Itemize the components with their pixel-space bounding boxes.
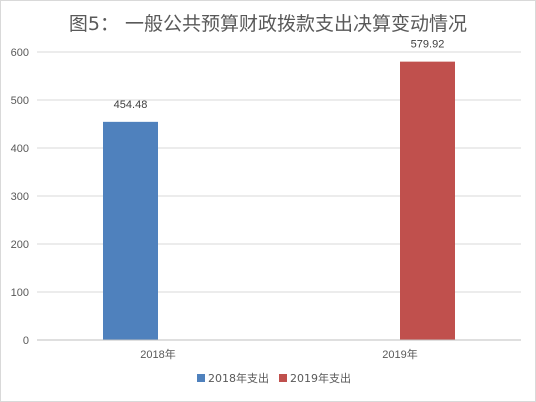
bar <box>400 61 455 341</box>
legend-swatch <box>279 374 287 382</box>
data-label: 579.92 <box>411 39 445 51</box>
legend-swatch <box>197 374 205 382</box>
y-axis: 0 100 200 300 400 500 600 <box>11 47 29 347</box>
y-tick-label: 200 <box>11 239 29 251</box>
y-tick-label: 300 <box>11 191 29 203</box>
y-tick-label: 100 <box>11 287 29 299</box>
bar <box>103 121 158 340</box>
x-tick-label: 2019年 <box>382 347 417 361</box>
y-tick-label: 400 <box>11 143 29 155</box>
chart-title: 图5： 一般公共预算财政拨款支出决算变动情况 <box>68 13 468 35</box>
bars <box>103 61 455 341</box>
x-tick-label: 2018年 <box>140 347 175 361</box>
data-labels: 454.48 579.92 <box>114 39 445 111</box>
y-tick-label: 0 <box>23 335 29 347</box>
legend: 2018年支出 2019年支出 <box>197 371 351 385</box>
y-tick-label: 500 <box>11 95 29 107</box>
data-label: 454.48 <box>114 99 148 111</box>
x-axis: 2018年 2019年 <box>37 339 521 361</box>
y-tick-label: 600 <box>11 47 29 59</box>
legend-label: 2018年支出 <box>208 371 269 385</box>
legend-label: 2019年支出 <box>290 371 351 385</box>
